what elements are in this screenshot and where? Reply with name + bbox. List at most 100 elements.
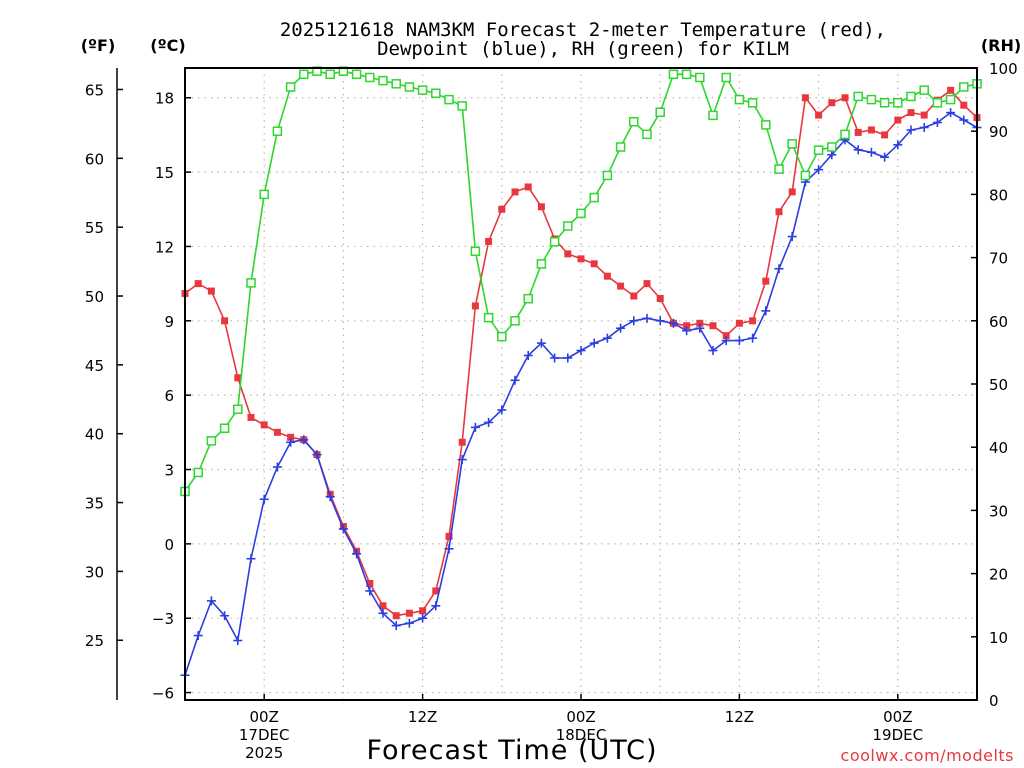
fahrenheit-tick-label: 65 — [85, 81, 104, 99]
dewpoint-point — [233, 636, 243, 646]
rh-tick-label: 40 — [989, 439, 1008, 457]
temperature-point — [260, 421, 268, 429]
fahrenheit-tick-label: 35 — [85, 495, 104, 513]
rh-point — [285, 82, 296, 92]
rh-tick-label: 60 — [989, 313, 1008, 331]
dewpoint-point — [536, 338, 546, 348]
dewpoint-point — [484, 417, 494, 427]
temperature-point — [366, 580, 374, 588]
rh-point — [761, 120, 771, 130]
rh-point — [681, 69, 692, 80]
temperature-point — [458, 438, 466, 446]
rh-point — [695, 72, 705, 83]
dewpoint-point — [352, 549, 362, 559]
temperature-point — [498, 205, 506, 213]
temperature-point — [485, 237, 493, 245]
rh-point — [206, 436, 217, 446]
rh-point — [589, 192, 599, 203]
rh-point — [259, 189, 269, 200]
celsius-tick-label: 6 — [164, 387, 174, 405]
rh-point — [391, 79, 401, 89]
rh-point — [629, 116, 639, 127]
rh-point — [325, 69, 335, 80]
celsius-unit-label: (ºC) — [150, 36, 185, 55]
time-tick-label: 00Z — [566, 708, 595, 726]
dewpoint-point — [338, 524, 348, 534]
dewpoint-point — [457, 455, 467, 465]
dewpoint-point — [774, 264, 784, 274]
rh-point — [866, 94, 877, 105]
temperature-point — [947, 86, 955, 94]
rh-point — [470, 246, 481, 257]
temperature-point — [920, 111, 928, 119]
temperature-point — [617, 282, 625, 290]
rh-point — [602, 170, 613, 181]
rh-point — [734, 94, 745, 105]
rh-point — [444, 94, 454, 105]
rh-tick-label: 50 — [989, 376, 1008, 394]
rh-tick-label: 80 — [989, 186, 1008, 204]
dewpoint-point — [682, 326, 692, 336]
dewpoint-point — [272, 462, 282, 472]
rh-point — [919, 85, 929, 95]
dewpoint-point — [589, 338, 599, 348]
dewpoint-point — [286, 437, 296, 447]
dewpoint-point — [602, 333, 612, 343]
temperature-point — [656, 294, 664, 302]
rh-tick-label: 10 — [989, 629, 1008, 647]
rh-point — [774, 164, 784, 174]
dewpoint-point — [470, 422, 480, 432]
temperature-point — [894, 116, 902, 124]
temperature-point — [643, 280, 651, 288]
temperature-point — [379, 602, 387, 610]
rh-tick-label: 100 — [989, 60, 1018, 78]
temperature-point — [405, 609, 413, 617]
dewpoint-point — [576, 346, 586, 356]
dewpoint-point — [668, 318, 678, 328]
temperature-point — [907, 109, 915, 117]
rh-point — [840, 129, 850, 140]
temperature-point — [445, 532, 453, 540]
dewpoint-point — [246, 554, 256, 564]
rh-point — [299, 69, 309, 80]
dewpoint-point — [391, 621, 401, 631]
temperature-point — [775, 208, 783, 216]
celsius-tick-label: 0 — [164, 536, 174, 554]
dewpoint-point — [563, 353, 573, 363]
celsius-tick-label: −3 — [152, 610, 174, 628]
dewpoint-point — [748, 333, 758, 343]
fahrenheit-unit-label: (ºF) — [81, 36, 116, 55]
dewpoint-point — [734, 336, 744, 346]
temperature-point — [960, 101, 968, 109]
rh-point — [523, 293, 533, 304]
dewpoint-point — [629, 316, 639, 326]
rh-point — [563, 221, 573, 231]
dewpoint-point — [312, 450, 322, 460]
rh-point — [417, 85, 428, 95]
fahrenheit-tick-label: 30 — [85, 563, 104, 581]
temperature-point — [630, 292, 638, 300]
dewpoint-point — [708, 346, 718, 356]
temperature-point — [683, 322, 691, 330]
dewpoint-point — [906, 125, 916, 135]
rh-point — [853, 91, 863, 102]
time-tick-label: 17DEC — [239, 726, 290, 744]
dewpoint-point — [418, 613, 428, 623]
rh-point — [708, 110, 718, 121]
temperature-point — [511, 188, 519, 196]
rh-point — [233, 404, 243, 415]
rh-point — [378, 75, 388, 86]
rh-tick-label: 30 — [989, 502, 1008, 520]
temperature-point — [762, 277, 770, 285]
celsius-tick-label: 18 — [155, 90, 174, 108]
temperature-point — [207, 287, 215, 295]
rh-point — [219, 423, 230, 433]
celsius-tick-label: 12 — [155, 238, 174, 256]
rh-point — [536, 259, 547, 269]
temperature-point — [564, 250, 572, 258]
rh-point — [879, 98, 890, 108]
rh-point — [945, 94, 956, 105]
temperature-point — [603, 272, 611, 280]
rh-point — [497, 331, 507, 342]
